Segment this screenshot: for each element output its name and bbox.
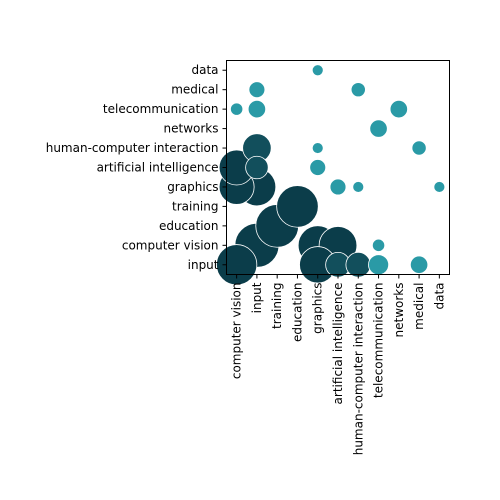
bubble-telecommunication-computer-vision — [371, 238, 386, 252]
y-tick-label: data — [191, 63, 218, 77]
y-tick-label: education — [159, 219, 219, 233]
bubble-medical-input — [409, 255, 429, 274]
y-tick-label: medical — [171, 83, 218, 97]
bubble-input-medical — [248, 81, 266, 99]
x-tick-label: training — [270, 283, 284, 330]
bubble-marks — [216, 64, 446, 286]
y-axis: input computer vision education training gra… — [46, 63, 227, 272]
bubble-telecommunication-input — [368, 254, 390, 276]
bubble-telecommunication-networks — [369, 119, 388, 138]
x-tick-label: medical — [412, 283, 426, 330]
x-tick-label: data — [432, 283, 446, 310]
x-tick-label: computer vision — [230, 283, 244, 380]
x-tick-label: telecommunication — [372, 283, 386, 399]
bubble-computer-vision-telecommunication — [230, 102, 244, 116]
y-tick-label: computer vision — [122, 238, 219, 252]
y-tick-label: graphics — [167, 180, 218, 194]
x-tick-label: graphics — [311, 283, 325, 334]
y-tick-label: human-computer interaction — [46, 141, 219, 155]
y-tick-label: artificial intelligence — [97, 161, 219, 175]
bubble-human-computer-interaction-graphics — [352, 181, 365, 193]
x-tick-label: education — [290, 283, 304, 343]
bubble-input-telecommunication — [247, 99, 267, 119]
y-tick-label: networks — [164, 122, 219, 136]
bubble-medical-human-computer-interaction — [411, 140, 427, 156]
bubble-education-training — [276, 185, 319, 228]
x-tick-label: human-computer interaction — [351, 283, 365, 456]
y-tick-label: training — [172, 199, 219, 213]
y-tick-label: input — [188, 258, 219, 272]
bubble-networks-telecommunication — [389, 99, 408, 119]
bubble-graphics-artificial-intelligence — [309, 159, 327, 176]
x-tick-label: networks — [392, 283, 406, 338]
x-axis: computer vision input training education gra… — [230, 274, 446, 456]
bubble-human-computer-interaction-medical — [350, 82, 366, 98]
y-tick-label: telecommunication — [103, 102, 219, 116]
bubble-data-graphics — [433, 181, 446, 193]
bubble-input-artificial-intelligence — [245, 155, 269, 180]
bubble-artificial-intelligence-graphics — [329, 178, 347, 196]
x-tick-label: input — [250, 282, 264, 313]
x-tick-label: artificial intelligence — [331, 283, 345, 405]
bubble-graphics-human-computer-interaction — [311, 142, 324, 154]
bubble-graphics-data — [311, 64, 324, 77]
bubble-human-computer-interaction-input — [345, 252, 372, 278]
